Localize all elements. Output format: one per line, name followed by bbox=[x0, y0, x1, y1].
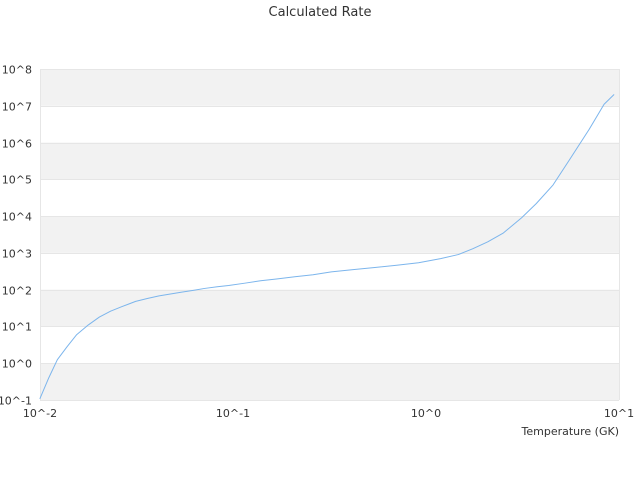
plot-band bbox=[40, 216, 619, 253]
x-tick-label: 10^-2 bbox=[23, 407, 57, 420]
y-tick-labels: 10^-1 10^0 10^1 10^2 10^3 10^4 10^5 10^6 10^7 10^… bbox=[0, 64, 32, 408]
series-line bbox=[39, 94, 615, 399]
y-tick-label: 10^-1 bbox=[0, 395, 32, 408]
y-tick-label: 10^2 bbox=[2, 285, 32, 298]
x-tick-labels: 10^-2 10^-1 10^0 10^1 bbox=[23, 407, 634, 420]
plot-band bbox=[40, 142, 619, 180]
x-tick-label: 10^-1 bbox=[216, 407, 250, 420]
y-tick-label: 10^1 bbox=[2, 321, 32, 334]
plot-band bbox=[40, 363, 619, 400]
y-tick-label: 10^3 bbox=[2, 248, 32, 261]
x-axis-title: Temperature (GK) bbox=[521, 425, 620, 438]
series-layer bbox=[39, 94, 615, 399]
plot-bands bbox=[40, 69, 619, 400]
plot-band bbox=[40, 289, 619, 327]
plot-band bbox=[40, 69, 619, 106]
chart-title: Calculated Rate bbox=[269, 5, 372, 20]
y-tick-label: 10^7 bbox=[2, 101, 32, 114]
y-tick-label: 10^6 bbox=[2, 138, 32, 151]
grid-lines bbox=[40, 69, 619, 401]
axes bbox=[40, 69, 620, 400]
y-tick-label: 10^8 bbox=[2, 64, 32, 77]
y-tick-label: 10^0 bbox=[2, 358, 32, 371]
y-tick-label: 10^5 bbox=[2, 174, 32, 187]
x-tick-label: 10^1 bbox=[604, 407, 634, 420]
y-tick-label: 10^4 bbox=[2, 211, 32, 224]
x-tick-label: 10^0 bbox=[411, 407, 441, 420]
